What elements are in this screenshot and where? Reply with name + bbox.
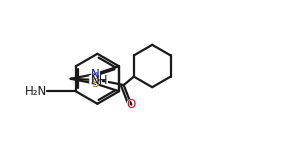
Text: NH: NH [88,74,110,87]
Text: O: O [127,98,136,111]
Text: H₂N: H₂N [19,85,47,98]
Text: H₂N: H₂N [25,85,47,98]
Text: S: S [91,77,100,90]
Text: S: S [91,77,99,90]
Text: NH: NH [91,74,108,87]
Text: O: O [126,98,137,111]
Text: N: N [90,67,101,81]
Text: N: N [91,67,100,81]
